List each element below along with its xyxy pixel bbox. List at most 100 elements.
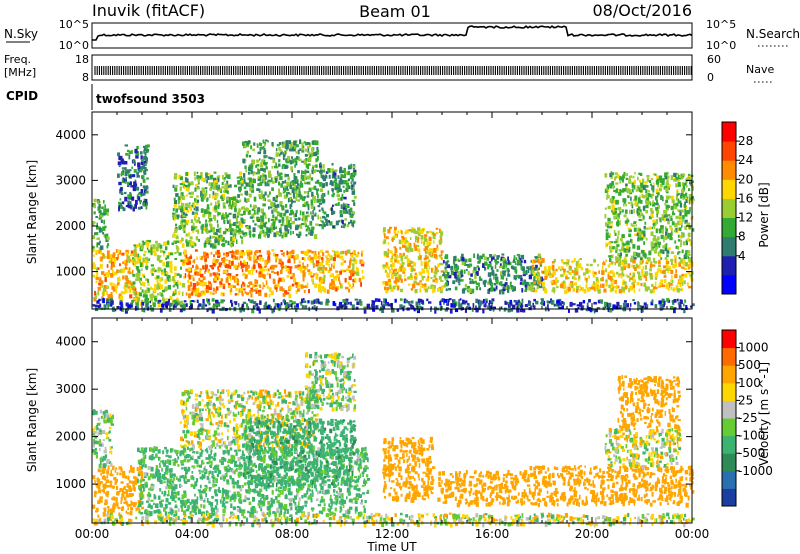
range-cell	[260, 208, 264, 214]
range-cell	[658, 265, 662, 268]
range-cell	[659, 187, 662, 192]
range-cell	[283, 141, 286, 144]
range-cell	[344, 210, 349, 214]
range-cell	[508, 260, 510, 265]
range-cell	[178, 290, 181, 295]
range-cell	[297, 156, 300, 161]
range-cell	[609, 198, 613, 203]
range-cell	[601, 265, 604, 271]
range-cell	[389, 226, 392, 230]
range-cell	[307, 203, 309, 207]
range-cell	[341, 250, 345, 255]
range-cell	[382, 265, 386, 270]
range-cell	[145, 303, 149, 308]
range-cell	[666, 175, 670, 179]
range-cell	[583, 272, 586, 276]
range-cell	[625, 285, 629, 289]
range-cell	[669, 195, 672, 199]
range-cell	[677, 198, 680, 204]
range-cell	[335, 275, 337, 281]
range-cell	[219, 281, 223, 284]
range-cell	[230, 278, 232, 281]
range-cell	[238, 262, 240, 268]
range-cell	[644, 306, 648, 310]
range-cell	[292, 272, 295, 278]
range-cell	[291, 221, 295, 225]
range-cell	[633, 227, 637, 232]
range-cell	[692, 186, 694, 191]
range-cell	[264, 260, 267, 266]
range-cell	[655, 195, 658, 201]
range-cell	[248, 230, 252, 236]
range-cell	[219, 284, 222, 288]
range-cell	[181, 206, 183, 211]
range-cell	[680, 192, 684, 196]
range-cell	[301, 196, 306, 201]
range-cell	[312, 260, 315, 265]
range-cell	[346, 205, 350, 208]
range-cell	[646, 178, 650, 182]
range-cell	[453, 259, 457, 262]
range-cell	[249, 250, 253, 255]
range-cell	[143, 145, 146, 149]
range-cell	[634, 257, 637, 260]
range-cell	[414, 272, 417, 276]
range-cell	[312, 280, 314, 285]
range-cell	[674, 262, 678, 268]
range-cell	[128, 280, 131, 284]
range-cell	[209, 187, 212, 191]
range-cell	[611, 288, 614, 292]
range-cell	[166, 301, 170, 306]
range-cell	[621, 245, 624, 249]
range-cell	[222, 270, 226, 273]
range-cell	[649, 263, 653, 268]
range-cell	[200, 194, 202, 198]
range-cell	[537, 272, 540, 277]
range-cell	[289, 251, 293, 254]
range-cell	[329, 275, 332, 278]
range-cell	[194, 213, 197, 219]
range-cell	[554, 277, 558, 282]
range-cell	[401, 254, 404, 258]
range-cell	[408, 263, 412, 267]
range-cell	[278, 143, 281, 147]
range-cell	[382, 264, 386, 267]
range-cell	[632, 299, 635, 302]
range-cell	[681, 276, 684, 282]
range-cell	[222, 292, 225, 297]
range-cell	[303, 174, 307, 179]
range-cell	[681, 249, 684, 254]
range-cell	[240, 250, 244, 254]
range-cell	[290, 255, 295, 259]
range-cell	[332, 210, 336, 215]
range-cell	[613, 286, 616, 289]
range-cell	[569, 301, 573, 307]
range-cell	[157, 302, 161, 308]
range-cell	[676, 190, 679, 196]
range-cell	[322, 215, 326, 219]
range-cell	[307, 146, 310, 149]
range-cell	[474, 271, 477, 275]
range-cell	[304, 201, 307, 205]
range-cell	[129, 259, 133, 262]
range-cell	[673, 178, 677, 182]
range-cell	[252, 264, 256, 269]
range-cell	[592, 274, 596, 278]
range-cell	[453, 256, 457, 260]
range-cell	[122, 275, 125, 280]
range-cell	[341, 219, 344, 225]
range-cell	[665, 228, 669, 232]
range-cell	[655, 246, 659, 250]
range-cell	[340, 179, 344, 185]
range-cell	[465, 263, 470, 266]
range-cell	[193, 226, 196, 230]
range-cell	[634, 233, 638, 237]
range-cell	[278, 159, 281, 163]
range-cell	[233, 256, 235, 260]
range-cell	[135, 266, 139, 270]
range-cell	[323, 287, 326, 292]
range-cell	[665, 195, 670, 200]
range-cell	[273, 157, 275, 161]
range-cell	[684, 225, 687, 230]
range-cell	[396, 253, 398, 257]
